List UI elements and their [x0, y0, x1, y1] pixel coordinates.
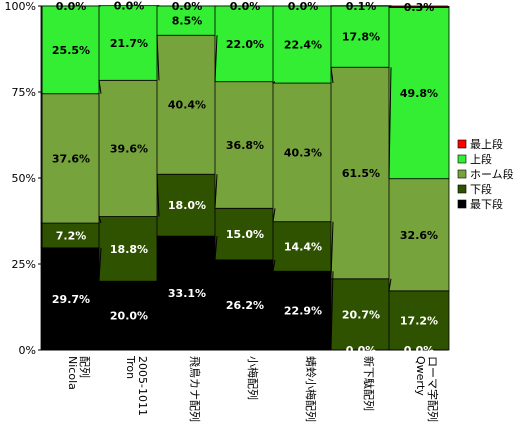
legend-label: 上段 — [470, 152, 492, 166]
data-label: 37.6% — [52, 152, 90, 165]
bar-segment — [214, 207, 276, 261]
x-category-label: 小梅配列 — [246, 356, 260, 400]
data-label: 0.0% — [114, 0, 145, 13]
data-label: 40.4% — [168, 99, 206, 112]
data-label: 39.6% — [110, 142, 148, 155]
bar-segment — [388, 290, 450, 351]
series-line — [330, 271, 334, 351]
data-label: 7.2% — [56, 229, 87, 242]
data-label: 18.0% — [168, 199, 206, 212]
bar-segment — [214, 5, 276, 83]
data-label: 0.0% — [172, 0, 203, 13]
data-label: 20.7% — [342, 308, 380, 321]
series-line — [330, 221, 334, 279]
data-label: 33.1% — [168, 287, 206, 300]
data-label: 0.1% — [346, 0, 377, 13]
x-category-label: Nicola — [66, 356, 79, 390]
legend-label: 最下段 — [470, 197, 503, 211]
bar-segment — [156, 34, 218, 175]
bar-segment — [214, 81, 276, 209]
series-line — [272, 81, 276, 84]
series-line — [214, 35, 218, 82]
bar-segment — [388, 6, 450, 180]
bar-segment — [272, 270, 334, 351]
data-label: 0.0% — [346, 344, 377, 357]
y-tick-label: 100% — [5, 0, 36, 13]
series-line — [214, 174, 218, 209]
data-label: 36.8% — [226, 139, 264, 152]
series-line — [98, 247, 102, 282]
data-label: 0.0% — [56, 0, 87, 13]
data-label: 17.8% — [342, 31, 380, 44]
series-line — [272, 208, 276, 222]
data-label: 8.5% — [172, 15, 203, 28]
data-label: 20.0% — [110, 310, 148, 323]
data-label: 21.7% — [110, 37, 148, 50]
data-label: 29.7% — [52, 293, 90, 306]
series-line — [98, 216, 102, 224]
series-line — [156, 35, 160, 81]
data-label: 0.0% — [404, 344, 435, 357]
data-label: 26.2% — [226, 299, 264, 312]
data-label: 0.0% — [230, 0, 261, 13]
bar-segment — [388, 178, 450, 292]
data-label: 17.2% — [400, 314, 438, 327]
data-label: 0.0% — [288, 0, 319, 13]
legend-swatch — [457, 169, 467, 179]
bar-segment — [272, 221, 334, 272]
data-label: 61.5% — [342, 167, 380, 180]
x-category-label: 飛鳥カナ配列 — [188, 356, 202, 422]
data-label: 49.8% — [400, 87, 438, 100]
series-line — [388, 278, 392, 291]
series-line — [388, 67, 392, 179]
y-tick-label: 50% — [12, 172, 36, 185]
data-label: 15.0% — [226, 228, 264, 241]
x-category-label: ローマ字配列 — [426, 356, 440, 422]
data-label: 0.3% — [404, 1, 435, 14]
bar-segment — [272, 82, 334, 223]
data-label: 22.4% — [284, 39, 322, 52]
data-label: 22.9% — [284, 305, 322, 318]
data-label: 22.0% — [226, 38, 264, 51]
series-line — [156, 174, 160, 217]
legend-swatch — [457, 139, 467, 149]
bar-segment — [98, 216, 160, 282]
x-category-label: 配列 — [78, 356, 92, 378]
legend-swatch — [457, 199, 467, 209]
legend-label: 最上段 — [470, 137, 503, 151]
data-label: 25.5% — [52, 44, 90, 57]
x-category-label: Qwerty — [414, 356, 427, 396]
bar-segment — [330, 66, 392, 280]
bar-segment — [330, 5, 392, 68]
bar-segment — [98, 79, 160, 217]
data-label: 40.3% — [284, 146, 322, 159]
x-category-label: 蜻蛉小梅配列 — [304, 356, 318, 422]
bar-segment — [40, 247, 102, 351]
legend-swatch — [457, 184, 467, 194]
series-line — [388, 5, 392, 8]
series-line — [156, 236, 160, 282]
data-label: 14.4% — [284, 240, 322, 253]
series-line — [272, 259, 276, 272]
data-label: 18.8% — [110, 243, 148, 256]
bar-segment — [156, 173, 218, 237]
bar-segment — [40, 5, 102, 95]
y-tick-label: 25% — [12, 258, 36, 271]
y-tick-label: 0% — [19, 344, 36, 357]
x-category-label: Tron — [124, 355, 137, 379]
series-line — [330, 67, 334, 84]
y-tick-label: 75% — [12, 86, 36, 99]
x-category-label: 2005-1011 — [136, 356, 149, 416]
series-line — [98, 80, 102, 94]
x-category-label: 新下駄配列 — [362, 356, 376, 411]
data-label: 32.6% — [400, 229, 438, 242]
bar-segment — [272, 5, 334, 84]
legend-label: 下段 — [470, 182, 492, 196]
legend-swatch — [457, 154, 467, 164]
series-line — [214, 236, 218, 260]
legend-label: ホーム段 — [470, 167, 514, 181]
